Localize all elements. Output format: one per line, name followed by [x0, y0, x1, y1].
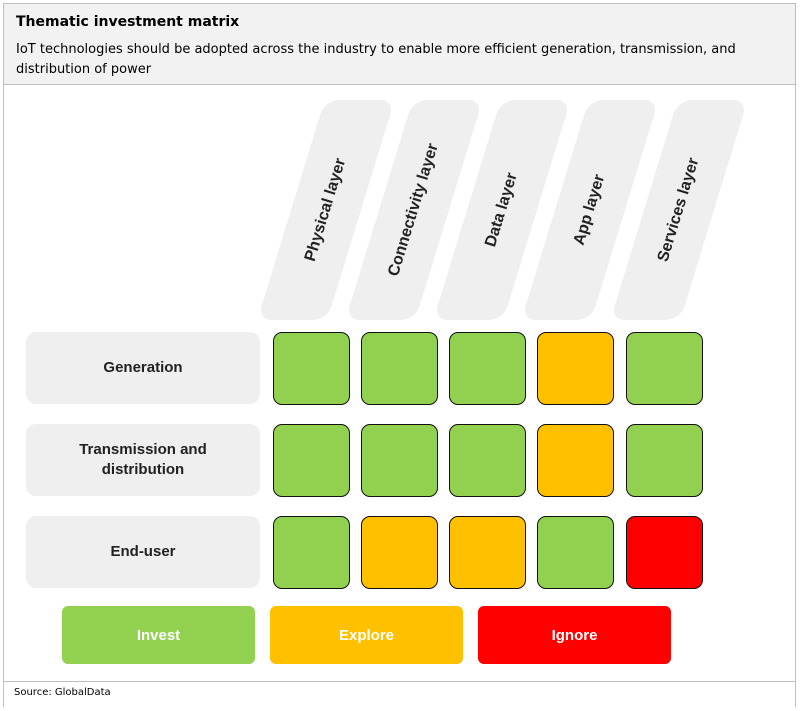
matrix-cell-invest: [626, 424, 703, 497]
source-note: Source: GlobalData: [14, 687, 111, 698]
matrix-cell-invest: [273, 516, 350, 589]
matrix-cell-invest: [273, 332, 350, 405]
matrix-cell-explore: [449, 516, 526, 589]
row-label: Transmission and distribution: [26, 424, 260, 496]
matrix-cell-explore: [537, 332, 614, 405]
column-label: Connectivity layer: [385, 141, 442, 279]
matrix-cell-explore: [537, 424, 614, 497]
legend-explore: Explore: [270, 606, 463, 664]
row-label: Generation: [26, 332, 260, 404]
matrix-cell-ignore: [626, 516, 703, 589]
matrix-cell-invest: [626, 332, 703, 405]
matrix-cell-invest: [537, 516, 614, 589]
column-label: Services layer: [654, 155, 703, 264]
page-subtitle: IoT technologies should be adopted acros…: [16, 42, 736, 77]
footer: Source: GlobalData: [4, 681, 795, 707]
page-title: Thematic investment matrix: [16, 14, 240, 30]
column-label: App layer: [570, 172, 609, 248]
header: Thematic investment matrix IoT technolog…: [4, 4, 795, 85]
legend-invest: Invest: [62, 606, 255, 664]
row-label: End-user: [26, 516, 260, 588]
column-label: Data layer: [482, 170, 521, 249]
matrix-cell-invest: [273, 424, 350, 497]
matrix-cell-invest: [449, 424, 526, 497]
matrix-cell-invest: [361, 424, 438, 497]
matrix-cell-invest: [449, 332, 526, 405]
matrix-cell-invest: [361, 332, 438, 405]
column-label: Physical layer: [301, 156, 350, 264]
legend-ignore: Ignore: [478, 606, 671, 664]
matrix-cell-explore: [361, 516, 438, 589]
